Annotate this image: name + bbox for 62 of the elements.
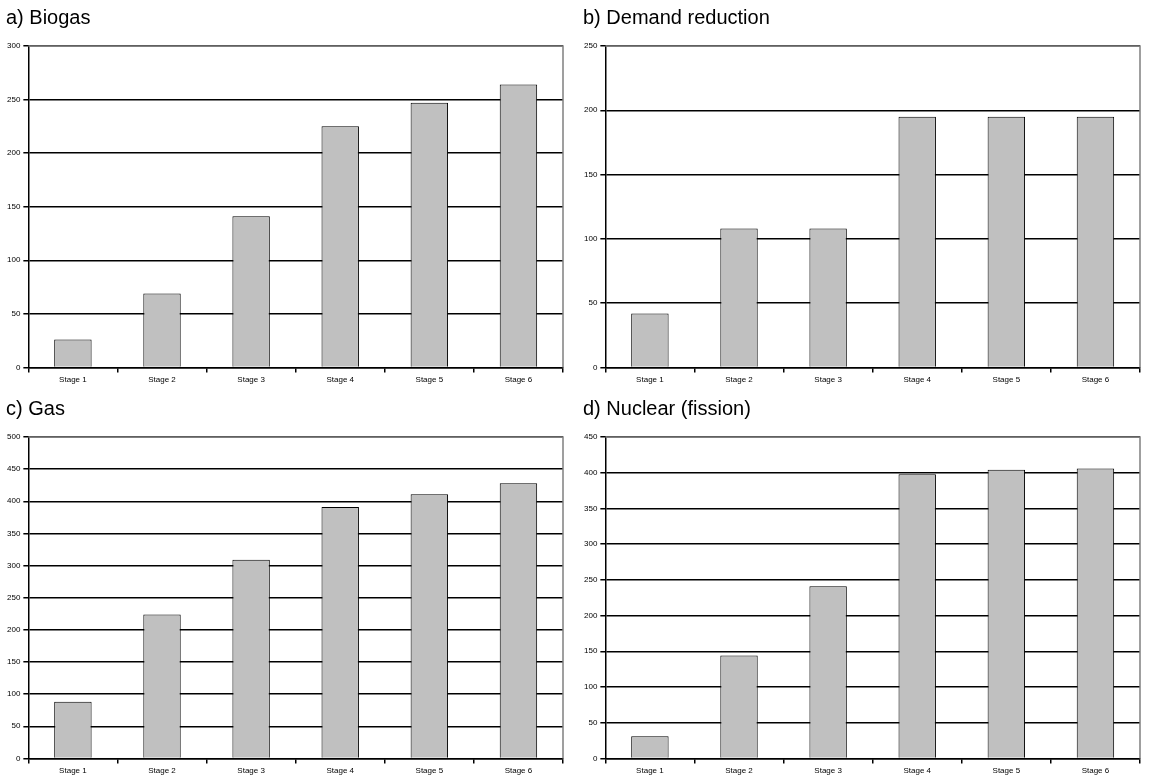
y-tick-label: 250 — [583, 575, 598, 585]
y-tick-label: 200 — [583, 105, 598, 115]
x-tick-label: Stage 1 — [636, 375, 665, 385]
y-tick-label: 450 — [6, 464, 21, 474]
y-tick-label: 100 — [6, 255, 21, 265]
x-tick-label: Stage 4 — [903, 766, 932, 776]
x-tick-label: Stage 3 — [814, 766, 843, 776]
y-tick-label: 0 — [15, 362, 21, 372]
y-tick-label: 400 — [6, 496, 21, 506]
x-tick-label: Stage 4 — [326, 375, 355, 385]
x-tick-label: Stage 5 — [415, 375, 444, 385]
y-tick-label: 350 — [583, 503, 598, 513]
x-tick-label: Stage 1 — [636, 766, 665, 776]
y-tick-label: 350 — [6, 528, 21, 538]
x-tick-label: Stage 3 — [814, 375, 843, 385]
x-tick-label: Stage 3 — [237, 375, 266, 385]
x-tick-label: Stage 1 — [59, 375, 88, 385]
chart-title: d) Nuclear (fission) — [583, 397, 751, 420]
y-tick-label: 400 — [583, 467, 598, 477]
y-tick-label: 450 — [583, 432, 598, 442]
y-tick-label: 300 — [6, 41, 21, 51]
x-tick-label: Stage 2 — [725, 375, 754, 385]
chart-title: b) Demand reduction — [583, 6, 770, 29]
y-tick-label: 50 — [588, 717, 598, 727]
x-tick-label: Stage 2 — [148, 375, 177, 385]
y-tick-label: 300 — [583, 539, 598, 549]
x-tick-label: Stage 4 — [903, 375, 932, 385]
y-tick-label: 0 — [15, 753, 21, 763]
y-tick-label: 0 — [592, 753, 598, 763]
x-tick-label: Stage 5 — [415, 766, 444, 776]
y-tick-label: 250 — [583, 41, 598, 51]
x-tick-label: Stage 6 — [504, 766, 533, 776]
y-tick-label: 200 — [6, 148, 21, 158]
y-tick-label: 100 — [583, 682, 598, 692]
y-tick-label: 100 — [583, 234, 598, 244]
y-tick-label: 200 — [6, 625, 21, 635]
y-tick-label: 150 — [583, 169, 598, 179]
x-tick-label: Stage 6 — [504, 375, 533, 385]
chart-title: c) Gas — [6, 397, 65, 420]
y-tick-label: 150 — [583, 646, 598, 656]
y-tick-label: 50 — [588, 298, 598, 308]
x-tick-label: Stage 4 — [326, 766, 355, 776]
y-tick-label: 50 — [11, 721, 21, 731]
y-tick-label: 300 — [6, 560, 21, 570]
x-tick-label: Stage 5 — [992, 375, 1021, 385]
x-tick-label: Stage 2 — [725, 766, 754, 776]
x-tick-label: Stage 3 — [237, 766, 266, 776]
x-tick-label: Stage 6 — [1081, 766, 1110, 776]
x-tick-label: Stage 2 — [148, 766, 177, 776]
y-tick-label: 150 — [6, 201, 21, 211]
y-tick-label: 250 — [6, 592, 21, 602]
y-tick-label: 200 — [583, 610, 598, 620]
y-tick-label: 150 — [6, 657, 21, 667]
y-tick-label: 250 — [6, 94, 21, 104]
y-tick-label: 500 — [6, 432, 21, 442]
x-tick-label: Stage 6 — [1081, 375, 1110, 385]
y-tick-label: 50 — [11, 309, 21, 319]
x-tick-label: Stage 5 — [992, 766, 1021, 776]
chart-title: a) Biogas — [6, 6, 91, 29]
x-tick-label: Stage 1 — [59, 766, 88, 776]
y-tick-label: 100 — [6, 689, 21, 699]
y-tick-label: 0 — [592, 362, 598, 372]
